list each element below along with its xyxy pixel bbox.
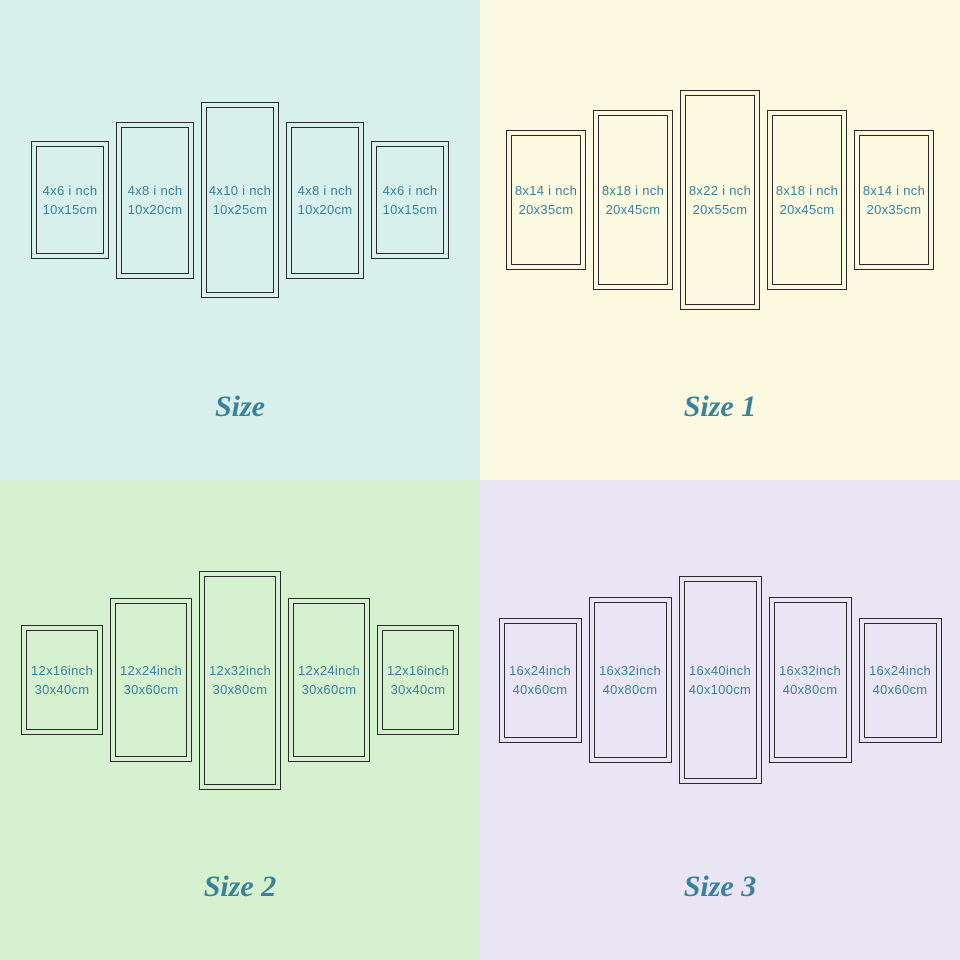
panel-dimension-inch: 4x8 i nch bbox=[128, 181, 183, 201]
canvas-panel: 8x18 i nch20x45cm bbox=[767, 110, 847, 290]
panel-dimension-cm: 10x20cm bbox=[128, 200, 183, 220]
panel-dimension-cm: 30x40cm bbox=[391, 680, 446, 700]
panel-dimension-inch: 8x18 i nch bbox=[602, 181, 664, 201]
canvas-panel: 16x32inch40x80cm bbox=[769, 597, 852, 763]
canvas-panel: 8x14 i nch20x35cm bbox=[854, 130, 934, 270]
panel-dimension-cm: 10x20cm bbox=[298, 200, 353, 220]
panel-dimension-inch: 8x18 i nch bbox=[776, 181, 838, 201]
panel-dimension-inch: 12x32inch bbox=[209, 661, 271, 681]
panel-dimension-inch: 16x24inch bbox=[509, 661, 571, 681]
canvas-panel: 8x18 i nch20x45cm bbox=[593, 110, 673, 290]
panel-dimension-inch: 4x10 i nch bbox=[209, 181, 271, 201]
panel-dimension-cm: 10x25cm bbox=[213, 200, 268, 220]
panel-dimension-inch: 4x6 i nch bbox=[383, 181, 438, 201]
panels-area: 4x6 i nch10x15cm4x8 i nch10x20cm4x10 i n… bbox=[31, 40, 449, 360]
panel-dimension-cm: 10x15cm bbox=[43, 200, 98, 220]
panel-dimension-cm: 20x55cm bbox=[693, 200, 748, 220]
panel-dimension-inch: 12x16inch bbox=[387, 661, 449, 681]
panel-dimension-inch: 4x8 i nch bbox=[298, 181, 353, 201]
panel-dimension-cm: 20x35cm bbox=[867, 200, 922, 220]
canvas-panel: 12x32inch30x80cm bbox=[199, 571, 281, 790]
canvas-panel: 12x16inch30x40cm bbox=[377, 625, 459, 735]
canvas-panel: 16x40inch40x100cm bbox=[679, 576, 762, 784]
panel-dimension-inch: 12x24inch bbox=[298, 661, 360, 681]
panel-dimension-cm: 20x45cm bbox=[780, 200, 835, 220]
panel-dimension-cm: 40x80cm bbox=[603, 680, 658, 700]
panel-dimension-cm: 10x15cm bbox=[383, 200, 438, 220]
canvas-panel: 4x6 i nch10x15cm bbox=[31, 141, 109, 259]
panel-dimension-cm: 30x60cm bbox=[124, 680, 179, 700]
panel-dimension-cm: 30x80cm bbox=[213, 680, 268, 700]
size-title: Size bbox=[215, 390, 265, 424]
panel-dimension-cm: 40x80cm bbox=[783, 680, 838, 700]
panel-dimension-cm: 20x45cm bbox=[606, 200, 661, 220]
size-title: Size 3 bbox=[684, 870, 757, 904]
canvas-panel: 12x24inch30x60cm bbox=[110, 598, 192, 762]
canvas-panel: 12x16inch30x40cm bbox=[21, 625, 103, 735]
canvas-panel: 16x32inch40x80cm bbox=[589, 597, 672, 763]
size-title: Size 2 bbox=[204, 870, 277, 904]
size-quadrant-size: 4x6 i nch10x15cm4x8 i nch10x20cm4x10 i n… bbox=[0, 0, 480, 480]
size-quadrant-size3: 16x24inch40x60cm16x32inch40x80cm16x40inc… bbox=[480, 480, 960, 960]
canvas-panel: 16x24inch40x60cm bbox=[859, 618, 942, 743]
panel-dimension-inch: 4x6 i nch bbox=[43, 181, 98, 201]
panel-dimension-inch: 16x32inch bbox=[779, 661, 841, 681]
canvas-panel: 4x8 i nch10x20cm bbox=[116, 122, 194, 279]
panels-area: 8x14 i nch20x35cm8x18 i nch20x45cm8x22 i… bbox=[506, 40, 934, 360]
panel-dimension-inch: 12x24inch bbox=[120, 661, 182, 681]
panels-area: 16x24inch40x60cm16x32inch40x80cm16x40inc… bbox=[499, 520, 942, 840]
panel-dimension-cm: 20x35cm bbox=[519, 200, 574, 220]
panel-dimension-inch: 8x22 i nch bbox=[689, 181, 751, 201]
canvas-panel: 16x24inch40x60cm bbox=[499, 618, 582, 743]
panel-dimension-inch: 16x24inch bbox=[869, 661, 931, 681]
panel-dimension-inch: 8x14 i nch bbox=[515, 181, 577, 201]
size-title: Size 1 bbox=[684, 390, 757, 424]
canvas-panel: 8x14 i nch20x35cm bbox=[506, 130, 586, 270]
panel-dimension-inch: 8x14 i nch bbox=[863, 181, 925, 201]
canvas-panel: 8x22 i nch20x55cm bbox=[680, 90, 760, 310]
panel-dimension-cm: 40x100cm bbox=[689, 680, 751, 700]
panel-dimension-inch: 12x16inch bbox=[31, 661, 93, 681]
size-quadrant-size2: 12x16inch30x40cm12x24inch30x60cm12x32inc… bbox=[0, 480, 480, 960]
size-quadrant-size1: 8x14 i nch20x35cm8x18 i nch20x45cm8x22 i… bbox=[480, 0, 960, 480]
panel-dimension-cm: 40x60cm bbox=[513, 680, 568, 700]
panel-dimension-inch: 16x32inch bbox=[599, 661, 661, 681]
panel-dimension-cm: 30x40cm bbox=[35, 680, 90, 700]
panels-area: 12x16inch30x40cm12x24inch30x60cm12x32inc… bbox=[21, 520, 459, 840]
panel-dimension-cm: 40x60cm bbox=[873, 680, 928, 700]
canvas-panel: 4x6 i nch10x15cm bbox=[371, 141, 449, 259]
canvas-panel: 12x24inch30x60cm bbox=[288, 598, 370, 762]
canvas-panel: 4x8 i nch10x20cm bbox=[286, 122, 364, 279]
panel-dimension-inch: 16x40inch bbox=[689, 661, 751, 681]
panel-dimension-cm: 30x60cm bbox=[302, 680, 357, 700]
canvas-panel: 4x10 i nch10x25cm bbox=[201, 102, 279, 298]
